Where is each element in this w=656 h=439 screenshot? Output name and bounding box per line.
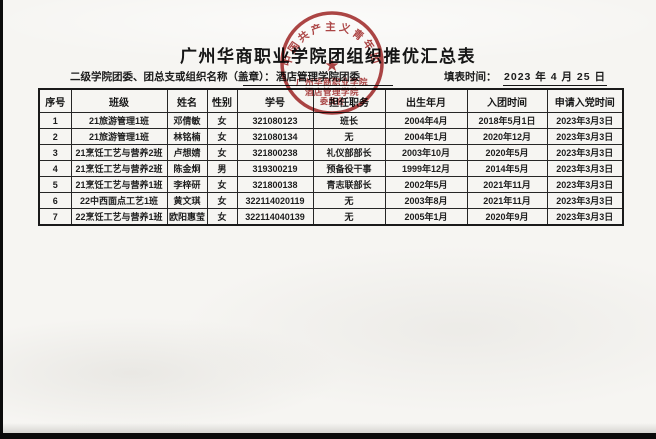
header-cell: 班级 xyxy=(70,88,168,113)
table-cell: 无 xyxy=(312,128,386,145)
header-cell: 出生年月 xyxy=(384,88,468,113)
table-body: 1 21旅游管理1班 邓倩敏女 321080123 班长 2004年4月 2018年5月1日… xyxy=(38,112,624,226)
table-cell: 礼仪部部长 xyxy=(312,144,386,161)
table-cell: 321800238 xyxy=(236,144,314,161)
header-cell: 性别 xyxy=(206,88,238,113)
header-cell: 姓名 xyxy=(166,88,208,113)
org-name-value: 酒店管理学院团委 xyxy=(243,69,393,86)
scan-edge-bottom xyxy=(0,433,656,439)
table-cell: 2021年11月 xyxy=(466,192,548,209)
header-cell: 入团时间 xyxy=(466,88,548,113)
table-cell: 2023年3月3日 xyxy=(546,192,624,209)
table-cell: 女 xyxy=(206,176,238,193)
table-cell: 无 xyxy=(312,192,386,209)
table-cell: 2020年9月 xyxy=(466,208,548,226)
table-cell: 319300219 xyxy=(236,160,314,177)
table-cell: 女 xyxy=(206,192,238,209)
table-cell: 4 xyxy=(38,160,72,177)
table-cell: 预备役干事 xyxy=(312,160,386,177)
table-cell: 2020年12月 xyxy=(466,128,548,145)
fill-date-label: 填表时间： xyxy=(444,71,497,83)
table-cell: 2023年3月3日 xyxy=(546,112,624,129)
table-cell: 322114040139 xyxy=(236,208,314,226)
table-cell: 322114020119 xyxy=(236,192,314,209)
table-header-row: 序号 班级 姓名 性别 学号 担任职务 出生年月 入团时间 申请入党时间 xyxy=(38,88,624,113)
table-cell: 男 xyxy=(206,160,238,177)
table-cell: 2003年10月 xyxy=(384,144,468,161)
table-cell: 2 xyxy=(38,128,72,145)
table-cell: 黄文琪 xyxy=(166,192,208,209)
table-row: 7 22烹饪工艺与营养1班 欧阳惠莹女 322114040139 无 2005年1月 202… xyxy=(38,208,624,226)
table-cell: 2003年8月 xyxy=(384,192,468,209)
scan-edge-left xyxy=(0,0,3,439)
table-row: 4 21烹饪工艺与营养2班 陈金炯男 319300219 预备役干事 1999年12月 20… xyxy=(38,160,624,177)
table-cell: 2023年3月3日 xyxy=(546,144,624,161)
header-cell: 申请入党时间 xyxy=(546,88,624,113)
table-cell: 21烹饪工艺与营养2班 xyxy=(70,160,168,177)
table-cell: 林铭楠 xyxy=(166,128,208,145)
table-cell: 21烹饪工艺与营养1班 xyxy=(70,176,168,193)
table-row: 5 21烹饪工艺与营养1班 李梓研女 321800138 青志联部长 2002年5月 202… xyxy=(38,176,624,193)
table-cell: 22中西面点工艺1班 xyxy=(70,192,168,209)
table-cell: 女 xyxy=(206,112,238,129)
table-cell: 班长 xyxy=(312,112,386,129)
table-cell: 无 xyxy=(312,208,386,226)
table-cell: 女 xyxy=(206,208,238,226)
table-cell: 3 xyxy=(38,144,72,161)
table-cell: 2004年1月 xyxy=(384,128,468,145)
table-row: 6 22中西面点工艺1班 黄文琪女 322114020119 无 2003年8月 2021年… xyxy=(38,192,624,209)
table-cell: 2023年3月3日 xyxy=(546,128,624,145)
table-cell: 2004年4月 xyxy=(384,112,468,129)
table-cell: 2020年5月 xyxy=(466,144,548,161)
table-cell: 邓倩敏 xyxy=(166,112,208,129)
fill-date-value: 2023 年 4 月 25 日 xyxy=(503,69,607,86)
table-cell: 21旅游管理1班 xyxy=(70,128,168,145)
table-cell: 1 xyxy=(38,112,72,129)
page-title: 广州华商职业学院团组织推优汇总表 xyxy=(180,47,476,66)
table-cell: 22烹饪工艺与营养1班 xyxy=(70,208,168,226)
table-cell: 2021年11月 xyxy=(466,176,548,193)
table-cell: 2023年3月3日 xyxy=(546,208,624,226)
table-cell: 2023年3月3日 xyxy=(546,176,624,193)
table-row: 2 21旅游管理1班 林铭楠女 321080134 无 2004年1月 2020年12月 20… xyxy=(38,128,624,145)
table-cell: 7 xyxy=(38,208,72,226)
table-cell: 陈金炯 xyxy=(166,160,208,177)
table-cell: 青志联部长 xyxy=(312,176,386,193)
table-cell: 2005年1月 xyxy=(384,208,468,226)
org-name-label: 二级学院团委、团总支或组织名称（盖章）： xyxy=(70,71,275,83)
table-cell: 321080134 xyxy=(236,128,314,145)
table-cell: 321800138 xyxy=(236,176,314,193)
table-cell: 321080123 xyxy=(236,112,314,129)
table-cell: 2002年5月 xyxy=(384,176,468,193)
roster-table: 序号 班级 姓名 性别 学号 担任职务 出生年月 入团时间 申请入党时间 1 21旅游管理1班 邓倩… xyxy=(38,88,624,226)
table-cell: 欧阳惠莹 xyxy=(166,208,208,226)
table-cell: 2014年5月 xyxy=(466,160,548,177)
meta-row: 二级学院团委、团总支或组织名称（盖章）： 酒店管理学院团委 填表时间： 2023… xyxy=(0,67,656,86)
table-cell: 5 xyxy=(38,176,72,193)
table-cell: 21烹饪工艺与营养2班 xyxy=(70,144,168,161)
table-cell: 21旅游管理1班 xyxy=(70,112,168,129)
table-row: 1 21旅游管理1班 邓倩敏女 321080123 班长 2004年4月 2018年5月1日… xyxy=(38,112,624,129)
table-cell: 女 xyxy=(206,144,238,161)
table-cell: 1999年12月 xyxy=(384,160,468,177)
table-cell: 卢想婧 xyxy=(166,144,208,161)
table-row: 3 21烹饪工艺与营养2班 卢想婧女 321800238 礼仪部部长 2003年10月 20… xyxy=(38,144,624,161)
table-cell: 2023年3月3日 xyxy=(546,160,624,177)
table-cell: 6 xyxy=(38,192,72,209)
table-cell: 女 xyxy=(206,128,238,145)
table-cell: 2018年5月1日 xyxy=(466,112,548,129)
scan-shadow xyxy=(0,423,656,433)
header-cell: 学号 xyxy=(236,88,314,113)
table-cell: 李梓研 xyxy=(166,176,208,193)
header-cell: 担任职务 xyxy=(312,88,386,113)
header-cell: 序号 xyxy=(38,88,72,113)
